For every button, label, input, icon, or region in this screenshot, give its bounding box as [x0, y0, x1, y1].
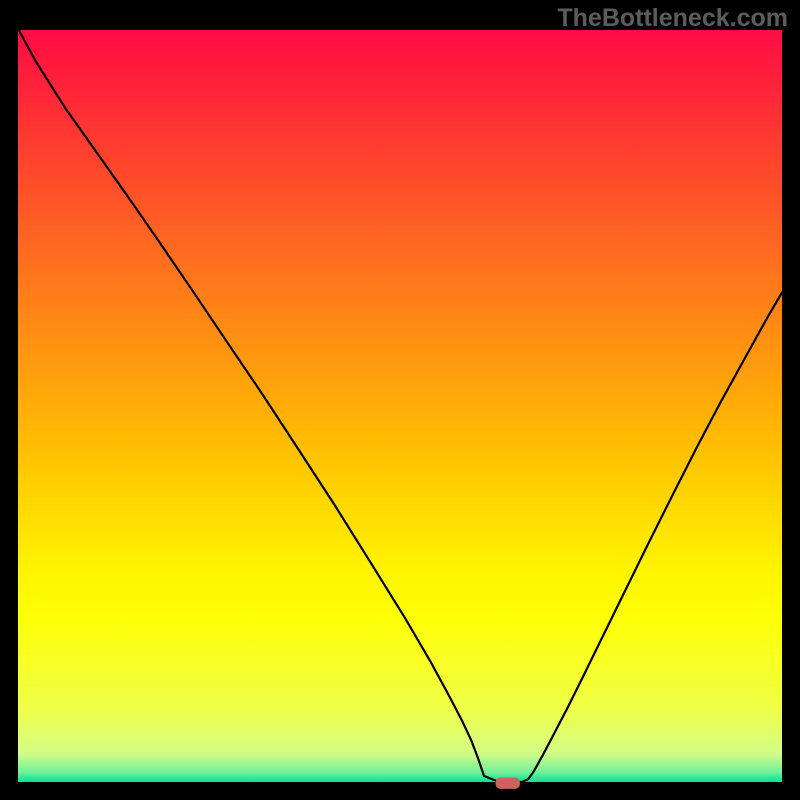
- watermark-text: TheBottleneck.com: [557, 4, 788, 33]
- plot-gradient-background: [18, 30, 782, 782]
- bottleneck-marker: [496, 778, 520, 789]
